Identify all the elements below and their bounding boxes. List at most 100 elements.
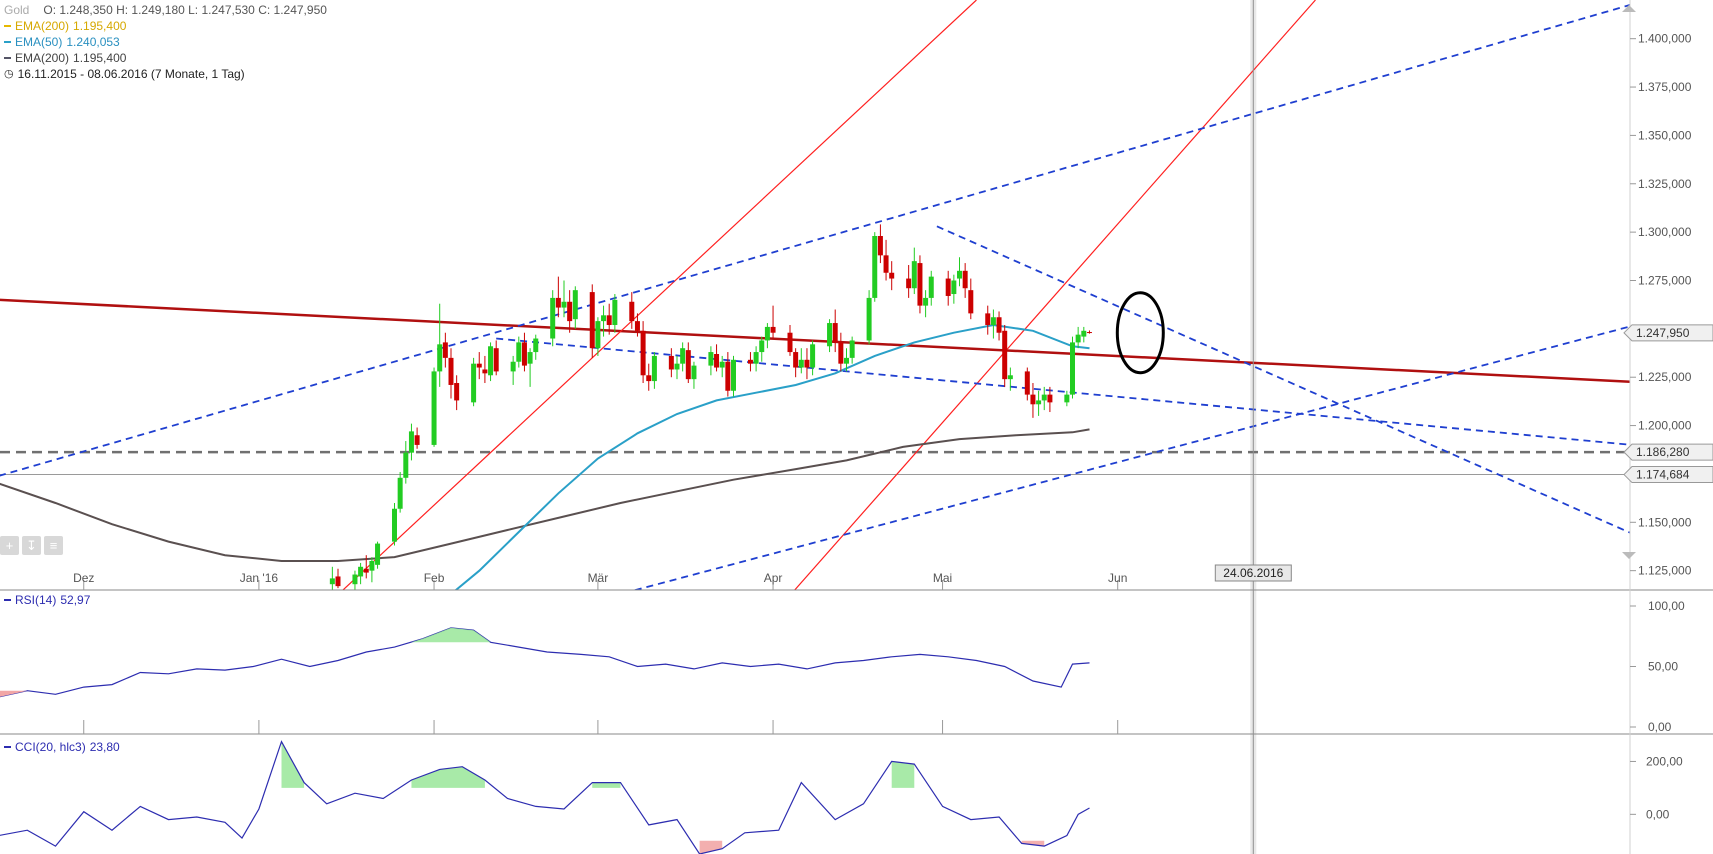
candle-body <box>1081 330 1087 337</box>
candle-body <box>759 340 765 353</box>
candle-body <box>945 278 951 296</box>
cci-label: CCI(20, hlc3) <box>15 740 86 754</box>
candle-body <box>488 346 494 376</box>
candle-body <box>764 326 770 341</box>
indicator-name: EMA(200) <box>15 51 70 65</box>
candle-body <box>589 292 595 349</box>
indicator-value: 1.240,053 <box>66 35 120 49</box>
candle-body <box>747 359 753 364</box>
cci-legend[interactable]: CCI(20, hlc3) 23,80 <box>4 740 120 754</box>
candle-body <box>521 342 527 366</box>
candle-body <box>567 301 573 322</box>
candle-body <box>612 299 618 325</box>
price-tick-label: 1.400,000 <box>1638 32 1692 46</box>
candle-body <box>714 354 720 368</box>
candle-body <box>606 315 612 325</box>
price-tick-label: 1.350,000 <box>1638 128 1692 142</box>
candle-body <box>731 359 736 391</box>
candle-body <box>685 350 691 380</box>
date-range-row: ◷ 16.11.2015 - 08.06.2016 (7 Monate, 1 T… <box>4 66 327 82</box>
download-icon[interactable]: ↧ <box>22 536 41 555</box>
trendline <box>793 0 1316 590</box>
indicator-value: 1.195,400 <box>73 51 127 65</box>
candle-body <box>1036 400 1042 405</box>
candle-body <box>601 315 607 322</box>
time-label: Jan '16 <box>240 571 279 585</box>
cci-panel <box>0 740 1090 854</box>
candle-body <box>951 280 957 295</box>
swatch-icon <box>4 25 11 27</box>
ohlc-values: O: 1.248,350 H: 1.249,180 L: 1.247,530 C… <box>43 3 327 17</box>
candle-body <box>640 330 646 376</box>
candle-body <box>787 332 793 353</box>
indicator-name: EMA(200) <box>15 19 70 33</box>
candle-body <box>1047 394 1053 403</box>
candle-body <box>516 342 522 362</box>
candle-body <box>397 477 403 509</box>
candle-body <box>725 361 731 391</box>
candle-body <box>527 352 533 364</box>
candle-body <box>719 361 725 368</box>
price-badge-label: 1.186,280 <box>1636 445 1690 459</box>
candle-body <box>448 357 454 385</box>
legend-ema200-dark[interactable]: EMA(200) 1.195,400 <box>4 50 327 66</box>
candle-body <box>572 290 578 320</box>
swatch-icon <box>4 599 11 601</box>
candle-body <box>414 435 420 445</box>
ohlc-row: Gold O: 1.248,350 H: 1.249,180 L: 1.247,… <box>4 2 327 18</box>
candle-body <box>872 236 878 298</box>
rsi-tick-label: 0,00 <box>1648 720 1672 734</box>
candle-body <box>996 317 1002 333</box>
time-label: Feb <box>424 571 445 585</box>
candle-body <box>753 352 759 364</box>
candle-body <box>408 431 414 453</box>
chart-legend: Gold O: 1.248,350 H: 1.249,180 L: 1.247,… <box>4 2 327 82</box>
candle-body <box>363 568 369 573</box>
add-icon[interactable]: + <box>0 536 19 555</box>
legend-ema50[interactable]: EMA(50) 1.240,053 <box>4 34 327 50</box>
cursor-date-badge <box>1214 564 1292 582</box>
candle-body <box>369 560 375 571</box>
candle-body <box>832 323 838 343</box>
candle-body <box>533 338 539 353</box>
candle-body <box>770 326 776 333</box>
price-badge-label: 1.247,950 <box>1636 326 1690 340</box>
candle-body <box>849 340 855 358</box>
cci-tick-label: 0,00 <box>1646 807 1670 821</box>
time-label: Mär <box>588 571 609 585</box>
candle-body <box>550 297 556 339</box>
candle-body <box>471 363 477 403</box>
cci-high-fill <box>592 782 621 788</box>
chart-tools: + ↧ ≡ <box>0 536 63 555</box>
candle-body <box>668 355 674 370</box>
candle-body <box>1002 330 1008 380</box>
candle-body <box>827 323 833 347</box>
symbol-label: Gold <box>4 3 30 17</box>
trendline <box>936 225 1630 534</box>
trendline <box>632 325 1630 590</box>
candle-body <box>877 236 883 256</box>
candle-body <box>674 363 680 370</box>
price-badge <box>1623 443 1713 461</box>
candle-body <box>1064 394 1070 403</box>
candle-body <box>352 574 358 585</box>
rsi-legend[interactable]: RSI(14) 52,97 <box>4 593 90 607</box>
price-panel <box>0 0 1630 590</box>
candle-body <box>634 321 640 331</box>
candle-body <box>442 342 448 358</box>
candle-body <box>437 344 443 372</box>
candle-body <box>403 452 409 478</box>
candle-body <box>1070 342 1075 395</box>
candle-body <box>476 363 482 368</box>
candle-body <box>957 270 962 279</box>
cci-line <box>0 740 1090 854</box>
price-tick-label: 1.225,000 <box>1638 370 1692 384</box>
legend-ema200-gold[interactable]: EMA(200) 1.195,400 <box>4 18 327 34</box>
time-label: Jun <box>1108 571 1127 585</box>
candle-body <box>375 543 381 565</box>
menu-icon[interactable]: ≡ <box>44 536 63 555</box>
scroll-down-icon <box>1622 552 1636 559</box>
candle-body <box>651 355 657 382</box>
price-tick-label: 1.325,000 <box>1638 177 1692 191</box>
rsi-tick-label: 100,00 <box>1648 599 1685 613</box>
